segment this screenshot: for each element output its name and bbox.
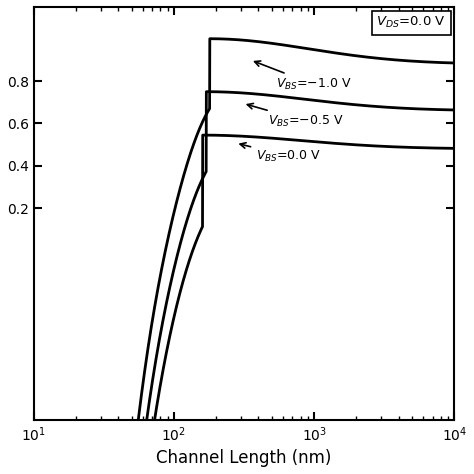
X-axis label: Channel Length (nm): Channel Length (nm) — [156, 449, 332, 467]
Text: $V_{BS}$=−0.5 V: $V_{BS}$=−0.5 V — [247, 103, 344, 129]
Text: $V_{BS}$=0.0 V: $V_{BS}$=0.0 V — [240, 143, 321, 164]
Text: $V_{BS}$=−1.0 V: $V_{BS}$=−1.0 V — [255, 61, 351, 92]
Text: $V_{DS}$=0.0 V: $V_{DS}$=0.0 V — [376, 15, 446, 30]
